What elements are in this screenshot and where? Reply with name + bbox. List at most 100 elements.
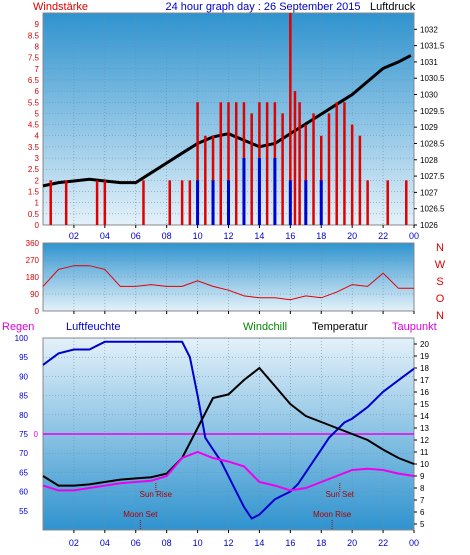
right-y-tick-label: 1027 bbox=[420, 188, 438, 197]
left-y-tick-label: 4.5 bbox=[28, 121, 40, 130]
direction-tick-label: 90 bbox=[30, 290, 39, 299]
temperature-tick-label: 19 bbox=[420, 352, 429, 361]
x-tick-label: 20 bbox=[347, 231, 357, 241]
x-tick-label: 14 bbox=[254, 538, 264, 548]
x-tick-label: 14 bbox=[254, 231, 264, 241]
right-y-tick-label: 1026.5 bbox=[420, 205, 445, 214]
humidity-temp-marks: Sun Rise Sun Set Moon Set Moon Rise bbox=[42, 340, 415, 530]
dewpoint-legend: Taupunkt bbox=[392, 321, 437, 333]
humidity-tick-label: 60 bbox=[19, 488, 28, 497]
temperature-tick-label: 16 bbox=[420, 388, 429, 397]
left-y-tick-label: 4 bbox=[35, 132, 40, 141]
temperature-tick-label: 10 bbox=[420, 460, 429, 469]
humidity-tick-label: 95 bbox=[19, 353, 28, 362]
chart-title: 24 hour graph day : 26 September 2015 bbox=[165, 1, 360, 13]
right-y-tick-label: 1026 bbox=[420, 221, 438, 230]
x-tick-label: 08 bbox=[162, 231, 172, 241]
wind-pressure-axes: 02 04 06 08 10 12 14 16 18 20 22 0000.511.522.533.5… bbox=[28, 20, 445, 241]
humidity-tick-label: 75 bbox=[19, 430, 28, 439]
temperature-tick-label: 12 bbox=[420, 436, 429, 445]
x-tick-label: 12 bbox=[223, 538, 233, 548]
wind-direction-marks bbox=[42, 265, 414, 301]
humidity-axis-title: Luftfeuchte bbox=[66, 321, 120, 333]
compass-label: S bbox=[436, 276, 443, 288]
x-tick-label: 00 bbox=[409, 538, 419, 548]
compass-label: W bbox=[435, 259, 446, 271]
left-y-tick-label: 1 bbox=[35, 199, 40, 208]
left-y-tick-label: 7.5 bbox=[28, 54, 40, 63]
right-y-tick-label: 1029 bbox=[420, 123, 438, 132]
left-y-tick-label: 6 bbox=[35, 87, 40, 96]
temperature-tick-label: 18 bbox=[420, 364, 429, 373]
x-tick-label: 12 bbox=[223, 231, 233, 241]
moon-set-label: Moon Set bbox=[123, 510, 158, 519]
temperature-tick-label: 5 bbox=[420, 520, 425, 529]
temperature-tick-label: 20 bbox=[420, 340, 429, 349]
right-y-tick-label: 1031.5 bbox=[420, 42, 445, 51]
temperature-tick-label: 11 bbox=[420, 448, 429, 457]
humidity-tick-label: 65 bbox=[19, 468, 28, 477]
left-y-tick-label: 5.5 bbox=[28, 98, 40, 107]
compass-label: N bbox=[436, 310, 444, 322]
left-y-tick-label: 6.5 bbox=[28, 76, 40, 85]
x-tick-label: 06 bbox=[131, 538, 141, 548]
left-y-tick-label: 7 bbox=[35, 65, 40, 74]
direction-tick-label: 0 bbox=[35, 307, 40, 316]
x-tick-label: 22 bbox=[378, 538, 388, 548]
wind-pressure-marks bbox=[42, 13, 412, 225]
left-y-tick-label: 2 bbox=[35, 176, 40, 185]
x-tick-label: 16 bbox=[285, 538, 295, 548]
left-y-tick-label: 3.5 bbox=[28, 143, 40, 152]
windchill-legend: Windchill bbox=[243, 321, 287, 333]
humidity-tick-label: 55 bbox=[19, 507, 28, 516]
x-tick-label: 22 bbox=[378, 231, 388, 241]
right-y-tick-label: 1028 bbox=[420, 156, 438, 165]
compass-label: O bbox=[436, 293, 445, 305]
humidity-temp-axes: 02 04 06 08 10 12 14 16 18 20 22 005560657075808590… bbox=[15, 334, 430, 548]
x-tick-label: 18 bbox=[316, 538, 326, 548]
x-tick-label: 04 bbox=[100, 538, 110, 548]
humidity-tick-label: 100 bbox=[15, 334, 29, 343]
left-y-tick-label: 5 bbox=[35, 109, 40, 118]
left-y-tick-label: 2.5 bbox=[28, 165, 40, 174]
temperature-tick-label: 13 bbox=[420, 424, 429, 433]
x-tick-label: 02 bbox=[69, 231, 79, 241]
x-tick-label: 10 bbox=[193, 538, 203, 548]
left-y-tick-label: 9 bbox=[35, 20, 40, 29]
left-y-tick-label: 0.5 bbox=[28, 210, 40, 219]
x-tick-label: 20 bbox=[347, 538, 357, 548]
x-tick-label: 08 bbox=[162, 538, 172, 548]
rain-value-label: 0 bbox=[34, 430, 39, 439]
left-y-tick-label: 8.5 bbox=[28, 31, 40, 40]
right-y-tick-label: 1032 bbox=[420, 25, 438, 34]
temperature-tick-label: 6 bbox=[420, 508, 425, 517]
wind-direction-line bbox=[42, 265, 414, 301]
direction-tick-label: 180 bbox=[26, 273, 40, 282]
humidity-tick-label: 80 bbox=[19, 411, 28, 420]
humidity-tick-label: 85 bbox=[19, 392, 28, 401]
left-axis-title: Windstärke bbox=[33, 1, 88, 13]
rain-axis-title: Regen bbox=[2, 321, 34, 333]
temperature-line bbox=[42, 366, 415, 487]
x-tick-label: 10 bbox=[193, 231, 203, 241]
x-tick-label: 06 bbox=[131, 231, 141, 241]
humidity-tick-label: 70 bbox=[19, 449, 28, 458]
right-axis-title: Luftdruck bbox=[370, 1, 416, 13]
temperature-tick-label: 14 bbox=[420, 412, 429, 421]
direction-tick-label: 360 bbox=[26, 239, 40, 248]
right-y-tick-label: 1027.5 bbox=[420, 172, 445, 181]
x-tick-label: 00 bbox=[409, 231, 419, 241]
right-y-tick-label: 1029.5 bbox=[420, 107, 445, 116]
right-y-tick-label: 1031 bbox=[420, 58, 438, 67]
temperature-tick-label: 9 bbox=[420, 472, 425, 481]
left-y-tick-label: 8 bbox=[35, 42, 40, 51]
compass-label: N bbox=[436, 242, 444, 254]
right-y-tick-label: 1028.5 bbox=[420, 139, 445, 148]
sun-set-label: Sun Set bbox=[326, 490, 355, 499]
dewpoint-line bbox=[42, 450, 415, 492]
left-y-tick-label: 1.5 bbox=[28, 188, 40, 197]
left-y-tick-label: 3 bbox=[35, 154, 40, 163]
direction-tick-label: 270 bbox=[26, 256, 40, 265]
